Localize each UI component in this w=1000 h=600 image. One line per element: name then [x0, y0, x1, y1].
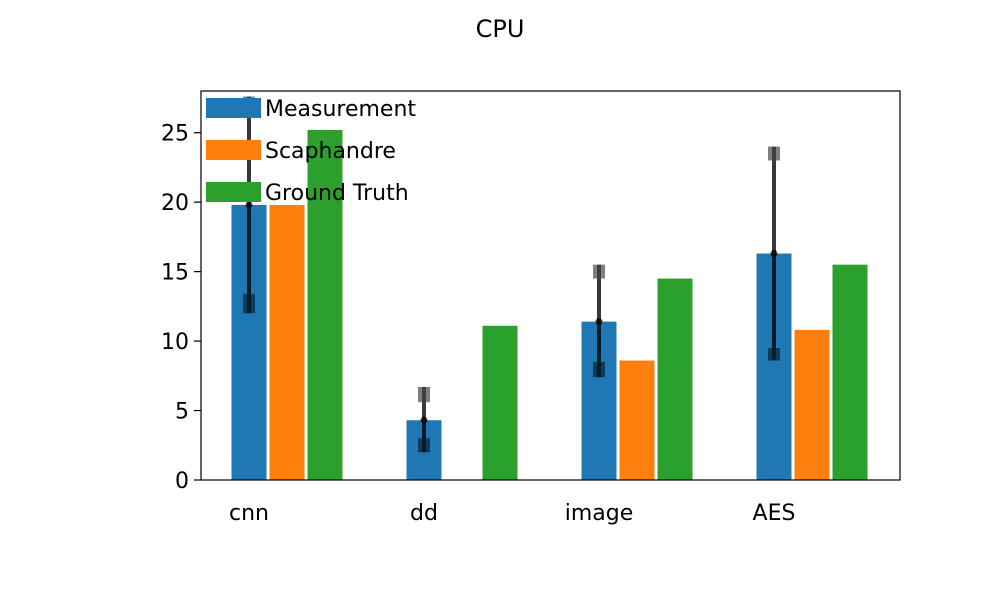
y-tick-label: 0 — [175, 469, 189, 494]
error-cap-bottom-dd — [418, 438, 430, 453]
error-cap-bottom-image — [593, 361, 605, 378]
legend-swatch-scaphandre — [206, 140, 261, 160]
y-tick-label: 20 — [161, 191, 189, 216]
bar-scaphandre-image — [619, 360, 655, 480]
bar-ground-truth-dd — [482, 325, 518, 480]
bar-scaphandre-cnn — [269, 204, 305, 480]
chart-title: CPU — [476, 15, 525, 43]
error-center-aes — [770, 250, 778, 258]
legend-label-scaphandre: Scaphandre — [265, 139, 396, 164]
legend-swatch-measurement — [206, 98, 261, 118]
legend-label-ground-truth: Ground Truth — [265, 181, 409, 206]
y-tick-label: 10 — [161, 330, 189, 355]
y-tick-label: 5 — [175, 400, 189, 425]
bar-ground-truth-aes — [832, 264, 868, 480]
y-tick-label: 25 — [161, 122, 189, 147]
axes: 0 5 10 15 20 25 cnn dd image AES — [161, 90, 901, 526]
bar-ground-truth-cnn — [307, 129, 343, 480]
y-tick-label: 15 — [161, 261, 189, 286]
error-cap-top-aes — [768, 146, 780, 161]
axes-frame — [200, 90, 901, 481]
error-cap-bottom-cnn — [243, 293, 255, 314]
x-tick-label-dd: dd — [410, 501, 438, 526]
legend-swatch-ground-truth — [206, 182, 261, 202]
legend: Measurement Scaphandre Ground Truth — [206, 97, 416, 206]
x-tick-label-image: image — [565, 501, 634, 526]
error-cap-bottom-aes — [768, 348, 780, 361]
plot-area — [231, 96, 868, 480]
error-cap-top-image — [593, 264, 605, 279]
error-center-image — [595, 318, 603, 326]
legend-label-measurement: Measurement — [265, 97, 416, 122]
error-cap-top-dd — [418, 386, 430, 403]
x-tick-label-cnn: cnn — [229, 501, 269, 526]
bar-ground-truth-image — [657, 278, 693, 480]
bar-scaphandre-aes — [794, 329, 830, 480]
x-tick-label-aes: AES — [753, 501, 796, 526]
error-center-dd — [420, 416, 428, 424]
error-center-cnn — [245, 201, 253, 209]
